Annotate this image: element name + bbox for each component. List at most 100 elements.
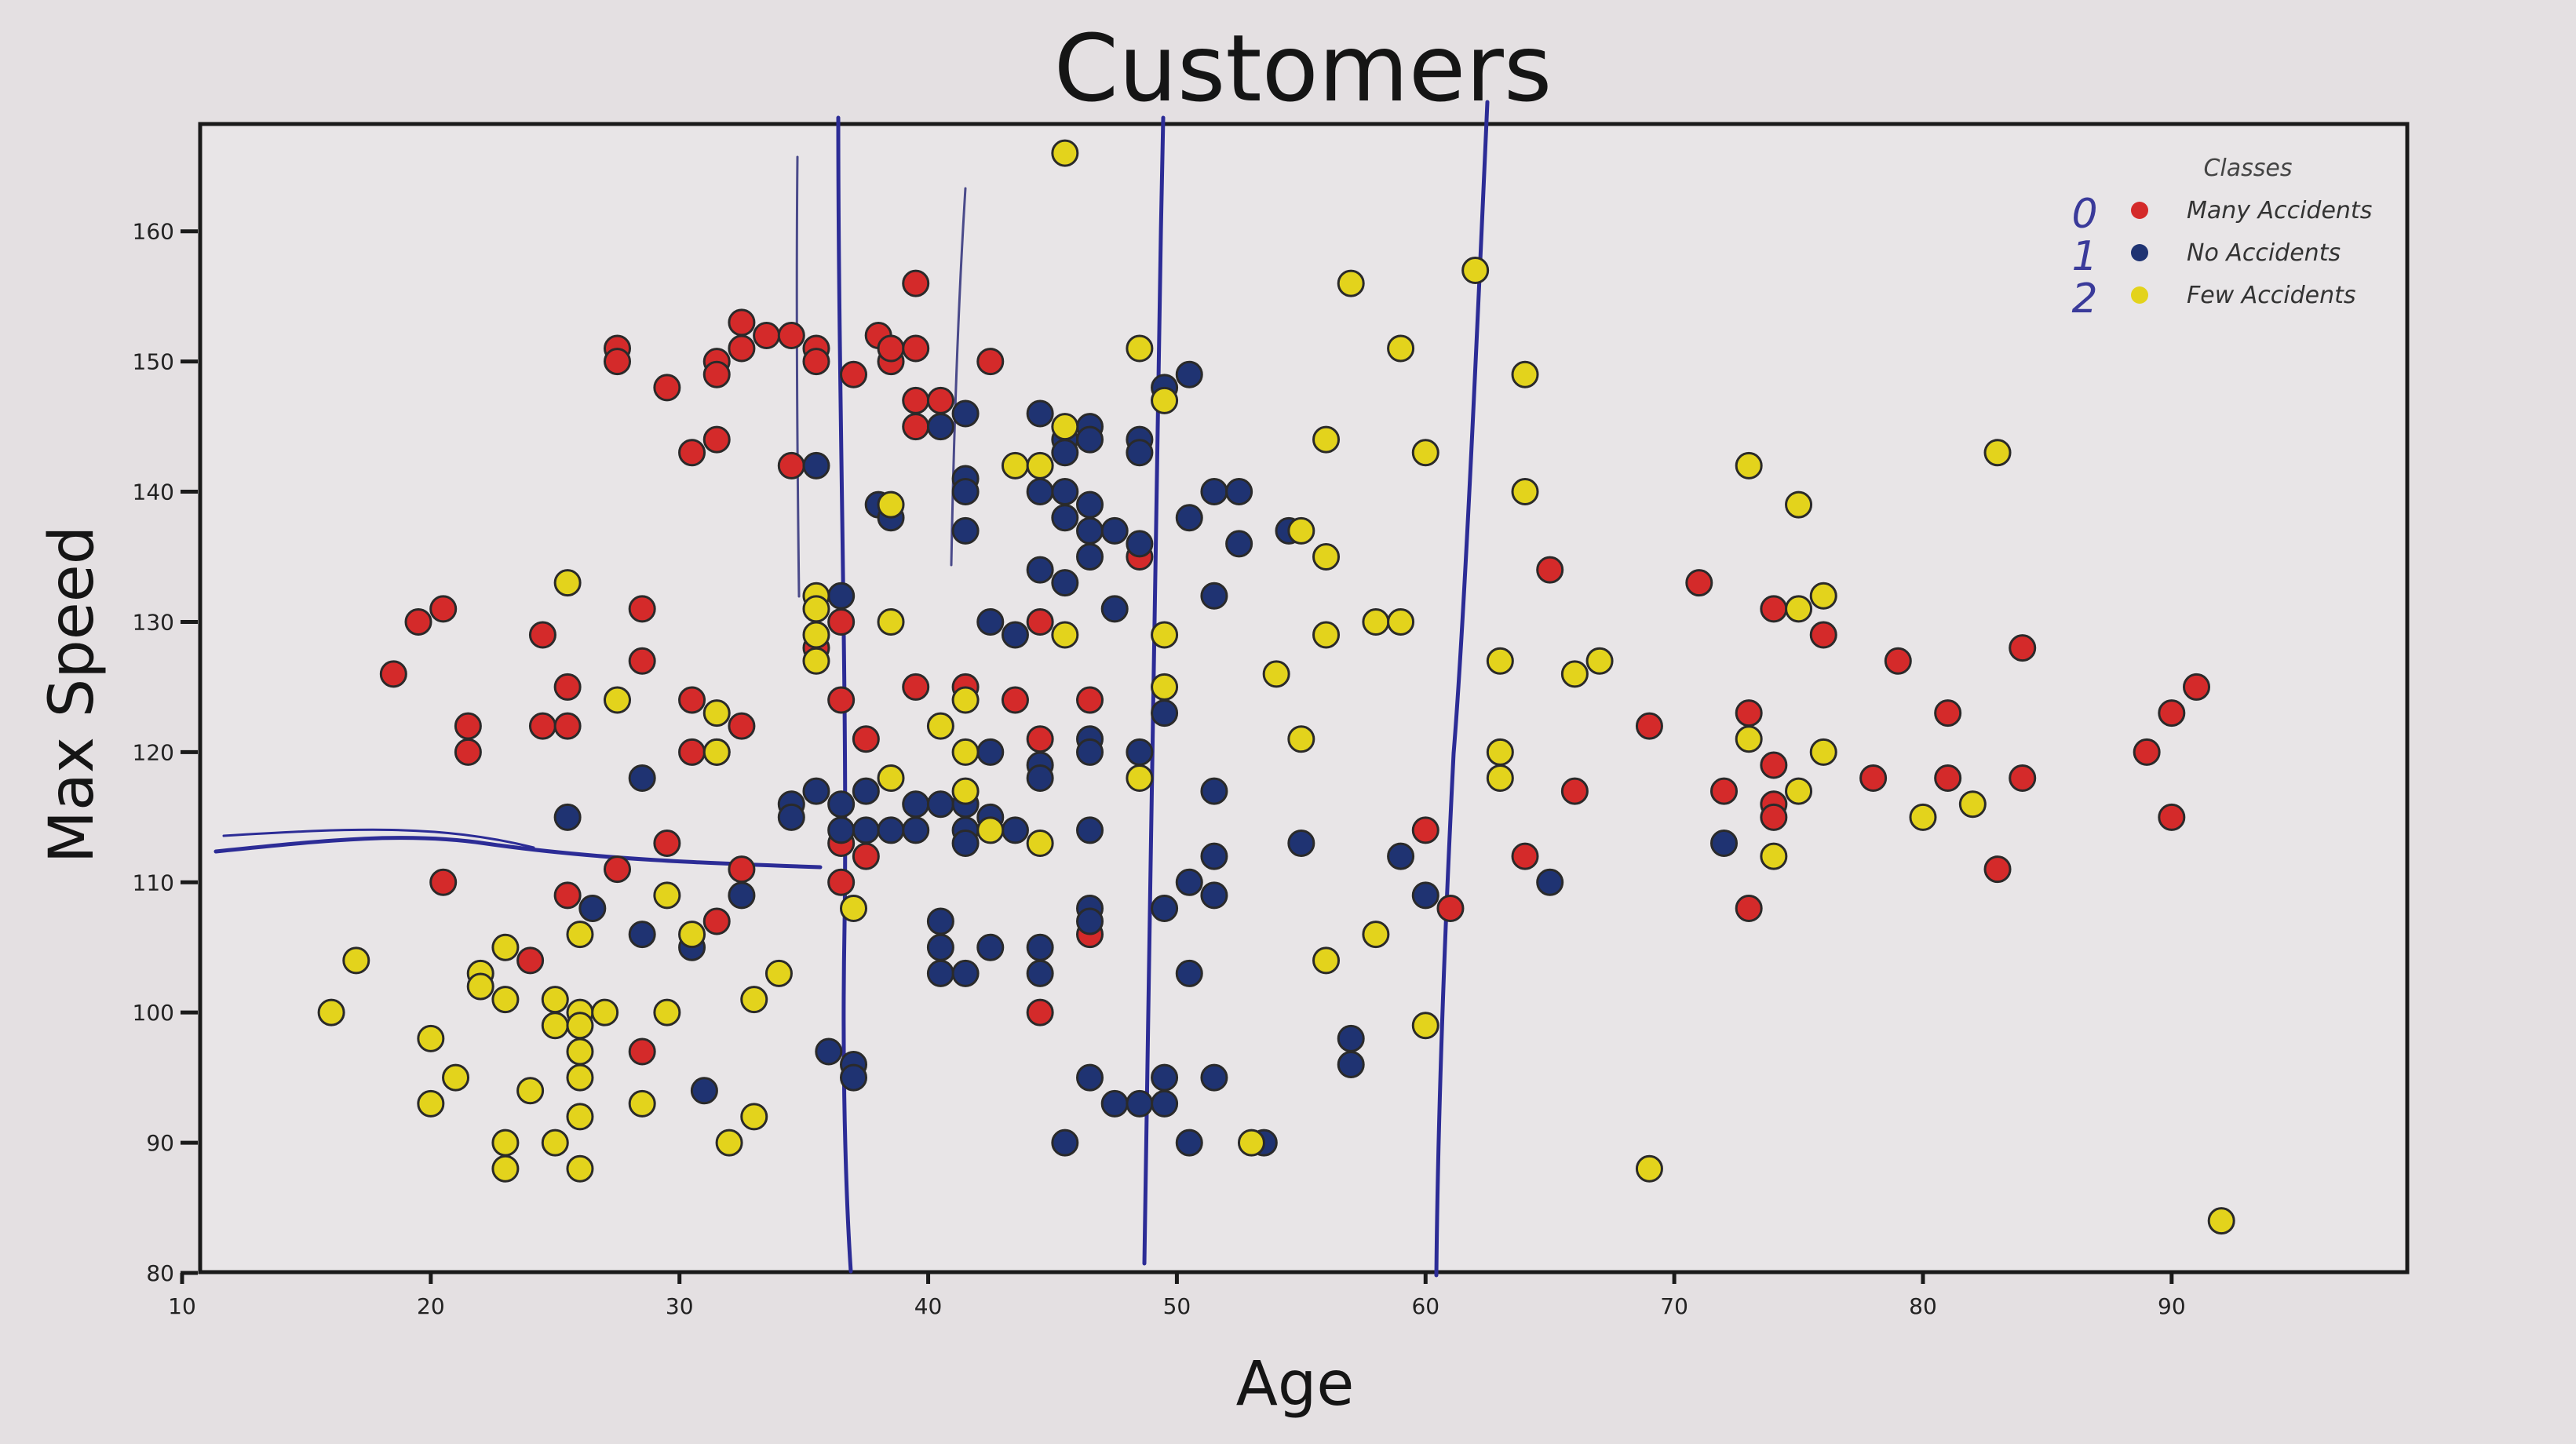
point-many-accidents <box>1560 777 1589 805</box>
point-few-accidents <box>1312 543 1341 571</box>
point-many-accidents <box>827 686 856 714</box>
point-no-accidents <box>1175 868 1203 896</box>
legend-swatch <box>2131 286 2148 304</box>
y-tick-label: 150 <box>133 349 174 375</box>
point-no-accidents <box>926 413 954 441</box>
point-few-accidents <box>951 777 980 805</box>
point-no-accidents <box>1051 504 1079 532</box>
point-many-accidents <box>1934 699 1962 727</box>
point-no-accidents <box>1001 621 1029 649</box>
point-no-accidents <box>728 881 756 910</box>
point-many-accidents <box>902 673 930 701</box>
point-few-accidents <box>802 621 830 649</box>
point-no-accidents <box>1200 881 1228 910</box>
point-few-accidents <box>566 1103 594 1131</box>
point-no-accidents <box>1200 842 1228 870</box>
point-many-accidents <box>777 451 805 480</box>
x-tick-label: 10 <box>168 1293 196 1319</box>
point-no-accidents <box>1076 738 1104 766</box>
y-tick-label: 120 <box>133 739 174 765</box>
point-few-accidents <box>603 686 631 714</box>
point-no-accidents <box>1287 830 1315 857</box>
point-no-accidents <box>926 933 954 961</box>
x-tick-label: 20 <box>417 1293 445 1319</box>
x-tick-label: 50 <box>1163 1293 1191 1319</box>
point-many-accidents <box>379 660 407 688</box>
point-no-accidents <box>1076 516 1104 545</box>
pen-line-vertical-2 <box>1142 115 1166 1266</box>
point-no-accidents <box>553 803 582 831</box>
y-tick-label: 160 <box>133 219 174 245</box>
pen-line-faint <box>795 155 801 598</box>
legend-swatch <box>2131 202 2148 219</box>
point-few-accidents <box>491 1129 520 1157</box>
point-no-accidents <box>1051 1129 1079 1157</box>
point-few-accidents <box>1001 451 1029 480</box>
point-few-accidents <box>1486 647 1514 675</box>
point-many-accidents <box>852 725 880 753</box>
point-few-accidents <box>1785 595 1813 623</box>
point-no-accidents <box>951 959 980 987</box>
point-no-accidents <box>1536 868 1564 896</box>
point-many-accidents <box>2183 673 2211 701</box>
x-tick-label: 60 <box>1411 1293 1439 1319</box>
point-few-accidents <box>802 595 830 623</box>
point-few-accidents <box>1262 660 1290 688</box>
pen-line-horizontal <box>213 836 823 870</box>
point-many-accidents <box>1536 556 1564 584</box>
point-no-accidents <box>690 1077 718 1105</box>
point-few-accidents <box>1635 1154 1663 1183</box>
point-no-accidents <box>926 790 954 819</box>
point-few-accidents <box>926 712 954 740</box>
point-few-accidents <box>951 686 980 714</box>
point-no-accidents <box>1151 1063 1179 1092</box>
point-few-accidents <box>1237 1129 1265 1157</box>
legend-annotation: 1 <box>2071 233 2097 280</box>
point-no-accidents <box>1151 699 1179 727</box>
point-many-accidents <box>653 830 681 857</box>
point-no-accidents <box>926 959 954 987</box>
point-few-accidents <box>1909 803 1937 831</box>
point-few-accidents <box>541 1129 569 1157</box>
point-no-accidents <box>1175 959 1203 987</box>
point-few-accidents <box>1151 386 1179 414</box>
y-tick-label: 80 <box>146 1260 174 1286</box>
point-few-accidents <box>491 986 520 1014</box>
point-few-accidents <box>566 1037 594 1066</box>
point-few-accidents <box>1735 451 1763 480</box>
point-few-accidents <box>1809 738 1837 766</box>
point-few-accidents <box>417 1089 445 1118</box>
point-no-accidents <box>1026 556 1054 584</box>
point-few-accidents <box>653 881 681 910</box>
point-no-accidents <box>976 607 1005 636</box>
point-many-accidents <box>702 425 731 454</box>
pen-line-horizontal-2 <box>222 828 535 849</box>
point-no-accidents <box>628 921 656 949</box>
point-few-accidents <box>1958 790 1987 819</box>
point-many-accidents <box>902 269 930 297</box>
point-no-accidents <box>951 516 980 545</box>
point-no-accidents <box>1200 582 1228 610</box>
point-no-accidents <box>926 907 954 935</box>
point-no-accidents <box>840 1063 868 1092</box>
point-many-accidents <box>1076 686 1104 714</box>
point-many-accidents <box>902 386 930 414</box>
point-no-accidents <box>628 764 656 793</box>
point-few-accidents <box>1312 946 1341 975</box>
point-few-accidents <box>740 1103 768 1131</box>
point-many-accidents <box>902 413 930 441</box>
point-no-accidents <box>1126 439 1154 467</box>
point-no-accidents <box>902 790 930 819</box>
point-few-accidents <box>1026 451 1054 480</box>
point-many-accidents <box>628 1037 656 1066</box>
point-no-accidents <box>852 777 880 805</box>
point-many-accidents <box>628 647 656 675</box>
point-no-accidents <box>1100 516 1129 545</box>
point-many-accidents <box>628 595 656 623</box>
point-many-accidents <box>1859 764 1888 793</box>
point-many-accidents <box>553 673 582 701</box>
point-no-accidents <box>1076 425 1104 454</box>
point-no-accidents <box>827 816 856 844</box>
point-no-accidents <box>1175 1129 1203 1157</box>
point-few-accidents <box>466 972 494 1001</box>
